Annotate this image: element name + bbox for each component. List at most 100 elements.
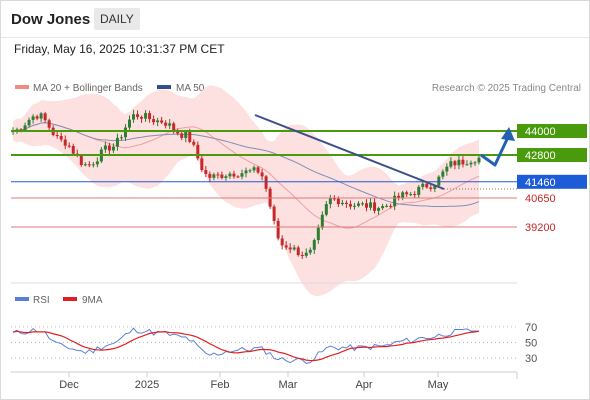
candle-down [397, 195, 401, 198]
candle-down [172, 123, 176, 131]
candle-up [401, 192, 405, 198]
candle-down [365, 203, 369, 208]
candle-down [276, 220, 280, 239]
rsi-tick-70: 70 [525, 322, 537, 334]
rsi-tick-50: 50 [525, 338, 537, 350]
candle-up [477, 157, 481, 163]
candle-down [296, 247, 300, 255]
candle-up [328, 198, 332, 205]
candle-up [168, 123, 172, 126]
candle-up [377, 208, 381, 211]
candle-up [304, 252, 308, 256]
candle-down [264, 176, 268, 189]
candle-down [71, 145, 75, 154]
trend-line [254, 114, 445, 190]
time-axis: Dec 2025 Feb Mar Apr May [11, 371, 518, 391]
candle-down [284, 245, 288, 248]
candle-down [35, 116, 39, 119]
candle-up [445, 166, 449, 172]
candle-up [39, 113, 43, 119]
candle-up [356, 203, 360, 206]
candle-down [164, 122, 168, 126]
candle-up [409, 194, 413, 196]
candle-up [228, 173, 232, 177]
candle-down [152, 119, 156, 123]
legend-9ma-label: 9MA [82, 295, 103, 306]
legend-rsi-label: RSI [33, 295, 50, 306]
candle-down [43, 113, 47, 121]
candle-up [244, 170, 248, 174]
candle-up [128, 119, 131, 128]
ma50-line [12, 122, 480, 208]
candle-up [252, 167, 256, 171]
rsi-line [12, 327, 480, 364]
candle-up [417, 186, 421, 195]
level-label-40650: 40650 [525, 193, 556, 205]
rsi-panel: 70 50 30 [11, 322, 537, 365]
candle-up [433, 185, 437, 189]
candle-down [260, 172, 264, 177]
rsi-9ma-line [12, 330, 480, 362]
candle-down [332, 198, 336, 200]
candle-up [393, 195, 397, 207]
price-panel [11, 85, 481, 297]
candle-up [156, 120, 160, 123]
candle-down [107, 145, 111, 151]
time-label-Mar: Mar [279, 379, 298, 391]
forecast-arrow [480, 134, 511, 167]
legend-ma20-bb-label: MA 20 + Bollinger Bands [33, 83, 143, 94]
candle-down [47, 120, 51, 128]
candle-down [336, 198, 340, 205]
candle-down [272, 206, 276, 221]
candle-down [87, 164, 91, 166]
forecast-arrowhead [501, 127, 515, 141]
candle-down [429, 187, 433, 189]
price-levels: 44000 42800 41460 40650 39200 [11, 114, 587, 234]
candle-down [256, 167, 260, 173]
candle-down [236, 176, 240, 178]
candle-down [208, 173, 212, 178]
candle-down [148, 113, 152, 120]
candle-down [220, 174, 224, 178]
candle-down [300, 254, 304, 256]
candle-up [83, 164, 87, 166]
candle-down [196, 144, 200, 159]
candle-down [140, 116, 144, 119]
chart-header: Dow Jones DAILY [1, 1, 589, 38]
candle-up [212, 174, 216, 178]
time-label-May: May [428, 379, 449, 391]
candle-down [59, 135, 63, 140]
level-tag-41460 [517, 174, 587, 189]
level-tag-44000 [517, 124, 587, 138]
candle-down [348, 204, 352, 207]
candle-up [449, 161, 453, 167]
candle-down [280, 238, 284, 246]
candle-up [340, 202, 344, 205]
level-label-39200: 39200 [525, 222, 556, 234]
rsi-tick-30: 30 [525, 353, 537, 365]
candle-down [344, 202, 348, 205]
candle-up [292, 247, 296, 250]
candle-up [381, 206, 385, 209]
candle-down [55, 135, 59, 137]
candle-up [437, 176, 441, 186]
level-label-41460: 41460 [525, 177, 556, 189]
timeframe-button[interactable]: DAILY [94, 8, 140, 30]
candle-up [308, 249, 312, 253]
candle-down [288, 247, 292, 250]
candle-up [324, 204, 328, 215]
candle-up [369, 202, 373, 208]
attribution-text: Research © 2025 Trading Central [432, 83, 581, 94]
candle-down [136, 114, 140, 117]
candle-up [123, 127, 127, 138]
level-tag-42800 [517, 148, 587, 162]
legend-swatch-ma20-bb [15, 85, 29, 89]
candle-down [425, 183, 429, 188]
candle-up [312, 240, 316, 250]
candle-up [361, 203, 364, 205]
candle-down [192, 141, 196, 145]
candle-up [316, 227, 320, 241]
candle-down [405, 192, 409, 195]
candle-down [19, 129, 23, 131]
time-label-Dec: Dec [59, 379, 79, 391]
